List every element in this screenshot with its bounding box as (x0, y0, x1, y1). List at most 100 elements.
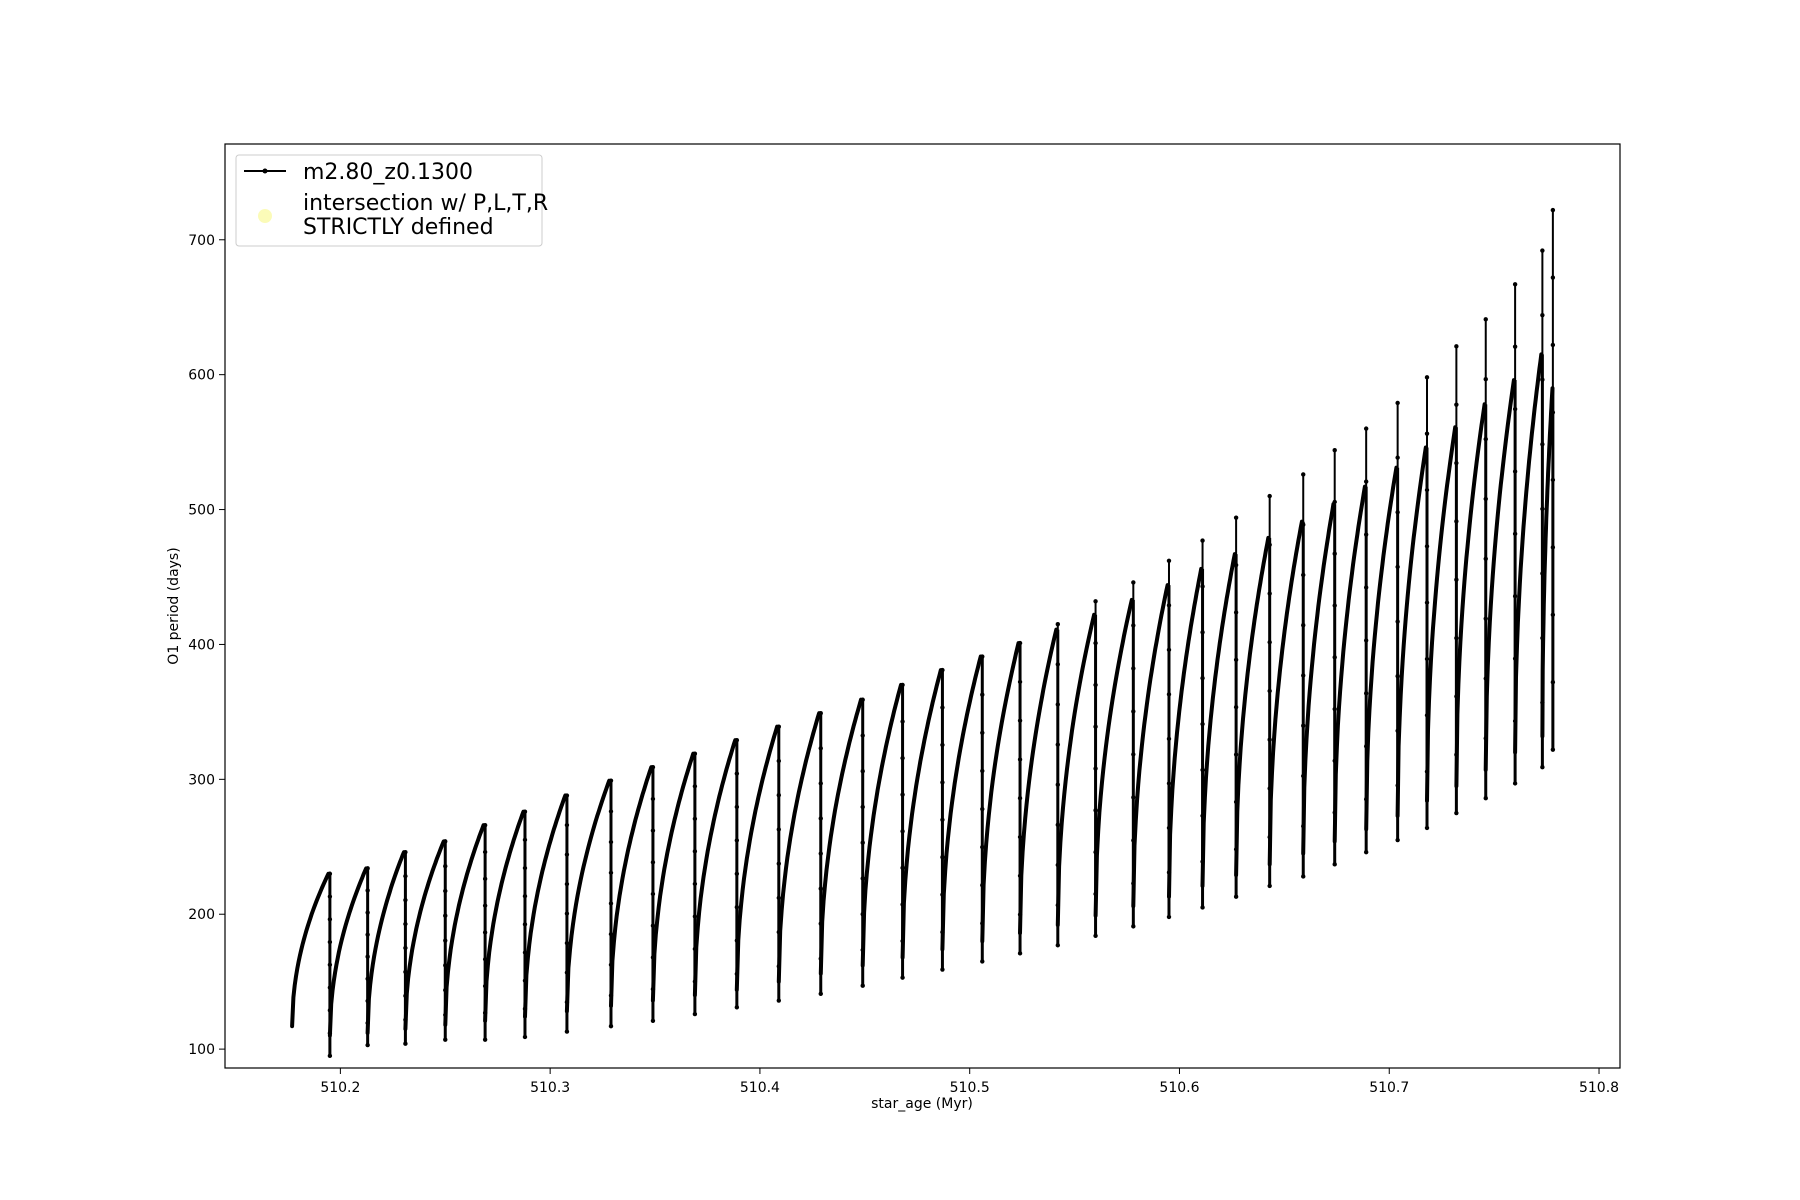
data-point (482, 1037, 488, 1042)
data-point (1363, 532, 1369, 537)
data-point (734, 771, 740, 776)
data-point (860, 876, 865, 881)
cycle-curve (1093, 597, 1134, 918)
cycle-curve (1131, 583, 1170, 909)
data-point (776, 861, 782, 866)
data-point (900, 792, 905, 797)
data-point (327, 939, 333, 945)
data-point (980, 844, 985, 850)
data-point (1550, 747, 1556, 752)
data-point (1200, 675, 1205, 681)
data-point (1395, 619, 1400, 624)
data-point (522, 837, 528, 843)
data-point (608, 1023, 614, 1029)
cycle-curve (327, 866, 369, 1038)
data-point (443, 863, 448, 869)
cycle-curve (860, 682, 903, 968)
data-point (734, 1005, 740, 1010)
data-point (522, 1034, 528, 1040)
data-point (940, 667, 945, 673)
cycle-curve (1332, 484, 1367, 844)
data-point (1055, 943, 1061, 948)
data-point (940, 705, 945, 710)
data-point (403, 897, 408, 903)
data-point (482, 876, 488, 882)
data-point (1093, 933, 1098, 939)
data-point (482, 930, 488, 935)
data-point (1395, 673, 1400, 679)
data-point (860, 733, 865, 738)
data-point (1166, 914, 1172, 920)
data-point (1131, 752, 1136, 757)
cycle-curve (1301, 502, 1336, 856)
data-point (403, 849, 408, 855)
data-point (692, 881, 698, 887)
data-point (692, 1011, 698, 1017)
data-point (1512, 282, 1518, 287)
cycle-curve (734, 724, 780, 992)
y-tick-label: 400 (188, 637, 215, 653)
data-point (940, 967, 945, 972)
data-point (1093, 724, 1098, 729)
data-point (900, 719, 905, 724)
data-point (1363, 638, 1369, 643)
data-point (403, 873, 408, 879)
axes-layer: 510.2 510.3 510.4 510.5 510.6 510.7 510.8 100 20… (188, 233, 1619, 1096)
data-point (403, 945, 408, 951)
data-point (327, 894, 333, 899)
data-point (1550, 680, 1556, 685)
data-point (980, 806, 985, 812)
cycle-curve (1364, 465, 1399, 832)
data-point (1363, 691, 1369, 696)
data-point (1093, 808, 1098, 813)
data-point (1395, 510, 1400, 515)
data-point (1200, 538, 1205, 543)
data-point (1233, 610, 1239, 615)
legend: m2.80_z0.1300 intersection w/ P,L,T,R STR… (235, 154, 548, 247)
data-point (1454, 344, 1459, 349)
cycle-curve (776, 711, 822, 984)
data-point (403, 921, 408, 927)
data-point (1131, 580, 1136, 585)
data-point (692, 751, 698, 756)
data-point (650, 860, 656, 865)
data-point (1166, 647, 1172, 653)
data-point (734, 738, 740, 743)
x-tick-label: 510.3 (530, 1080, 570, 1096)
data-point (1540, 442, 1545, 447)
data-point (1424, 825, 1430, 831)
data-point (327, 962, 333, 968)
series-layer (290, 207, 1556, 1059)
data-point (1301, 723, 1306, 728)
data-point (1131, 709, 1136, 714)
data-point (940, 780, 945, 785)
legend-intersection-label-line: STRICTLY defined (303, 215, 494, 240)
data-point (650, 764, 656, 770)
y-tick-label: 600 (188, 368, 215, 384)
plot-background (225, 144, 1620, 1068)
data-point (1131, 924, 1136, 929)
data-point (1454, 577, 1459, 582)
data-point (608, 809, 614, 814)
data-point (1483, 556, 1488, 561)
data-point (1017, 796, 1023, 801)
data-point (1512, 406, 1518, 412)
data-point (1301, 472, 1306, 477)
data-point (818, 781, 823, 786)
data-point (1301, 572, 1306, 578)
data-point (443, 963, 448, 968)
data-point (776, 895, 782, 901)
data-point (1017, 834, 1023, 840)
data-point (1395, 400, 1400, 406)
cycle-curve (609, 765, 654, 1008)
data-point (1483, 317, 1488, 322)
data-point (1395, 564, 1400, 570)
data-point (776, 758, 782, 764)
data-point (860, 769, 865, 774)
data-point (1363, 849, 1369, 855)
legend-series-label: m2.80_z0.1300 (303, 160, 473, 185)
data-point (1233, 562, 1239, 568)
legend-intersection-marker (258, 209, 272, 223)
data-point (1166, 603, 1172, 608)
